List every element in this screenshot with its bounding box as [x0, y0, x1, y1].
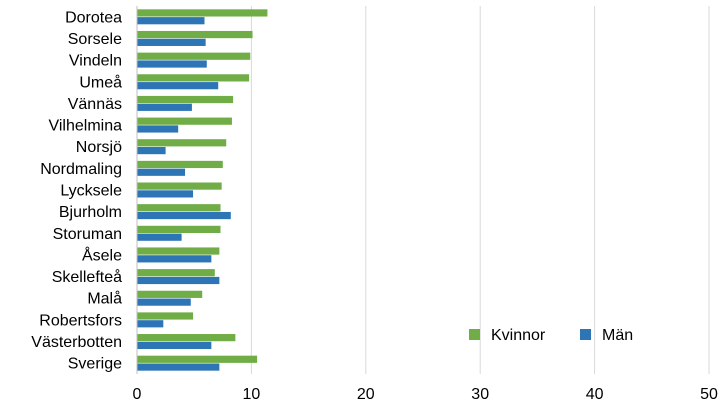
bar-man [137, 103, 192, 111]
category-label: Sorsele [68, 31, 122, 48]
bar-man [137, 125, 179, 133]
bar-kvinnor [137, 269, 215, 277]
x-tick-label: 30 [471, 386, 489, 403]
bar-kvinnor [137, 334, 236, 342]
category-label: Norsjö [76, 139, 122, 156]
bar-kvinnor [137, 204, 221, 212]
legend-label: Kvinnor [491, 327, 546, 344]
bar-man [137, 168, 186, 176]
x-tick-label: 10 [243, 386, 261, 403]
bar-man [137, 190, 194, 198]
bar-kvinnor [137, 160, 223, 169]
x-tick-label: 20 [357, 386, 375, 403]
category-label: Robertsfors [39, 312, 122, 329]
bar-kvinnor [137, 52, 251, 60]
bar-kvinnor [137, 225, 221, 233]
bar-kvinnor [137, 312, 194, 320]
bar-man [137, 276, 220, 285]
bar-kvinnor [137, 355, 258, 363]
category-label: Umeå [79, 73, 122, 91]
category-label: Sverige [68, 356, 122, 373]
bar-man [137, 211, 231, 220]
category-label: Skellefteå [52, 268, 122, 286]
x-tick-label: 0 [133, 386, 142, 403]
category-label: Vindeln [69, 53, 122, 70]
bar-man [137, 320, 164, 328]
bars [137, 9, 268, 371]
legend-label: Män [602, 327, 633, 344]
category-label: Dorotea [65, 9, 122, 26]
bar-kvinnor [137, 74, 250, 82]
bar-man [137, 341, 212, 350]
legend-swatch [580, 329, 591, 340]
bar-kvinnor [137, 247, 220, 255]
legend-swatch [469, 329, 480, 340]
legend: Kvinnor Män [469, 327, 633, 344]
bar-man [137, 233, 182, 241]
x-tick-labels: 0 10 20 30 40 50 [133, 386, 718, 403]
bar-man [137, 147, 166, 155]
category-label: Västerbotten [31, 334, 122, 351]
bar-man [137, 17, 205, 25]
category-label: Lycksele [60, 183, 122, 200]
category-label: Nordmaling [40, 161, 122, 178]
bar-man [137, 298, 191, 306]
x-tick-label: 50 [700, 386, 718, 403]
category-label: Åsele [82, 245, 122, 264]
bar-kvinnor [137, 95, 234, 104]
gridlines [250, 6, 710, 374]
bar-kvinnor [137, 9, 268, 17]
category-label: Malå [87, 290, 122, 308]
bar-kvinnor [137, 30, 253, 39]
bar-man [137, 38, 206, 46]
bar-kvinnor [137, 290, 203, 298]
bar-kvinnor [137, 182, 222, 190]
bar-kvinnor [137, 117, 232, 125]
bar-man [137, 82, 219, 90]
bar-man [137, 255, 212, 263]
category-label: Bjurholm [59, 204, 122, 221]
category-labels: Dorotea Sorsele Vindeln Umeå Vännäs Vilhelmin… [31, 9, 122, 372]
category-label: Storuman [53, 226, 122, 243]
bar-kvinnor [137, 139, 227, 147]
bar-man [137, 363, 220, 371]
category-label: Vilhelmina [48, 118, 122, 135]
category-label: Vännäs [68, 96, 122, 113]
x-tick-label: 40 [586, 386, 604, 403]
bar-man [137, 60, 207, 68]
